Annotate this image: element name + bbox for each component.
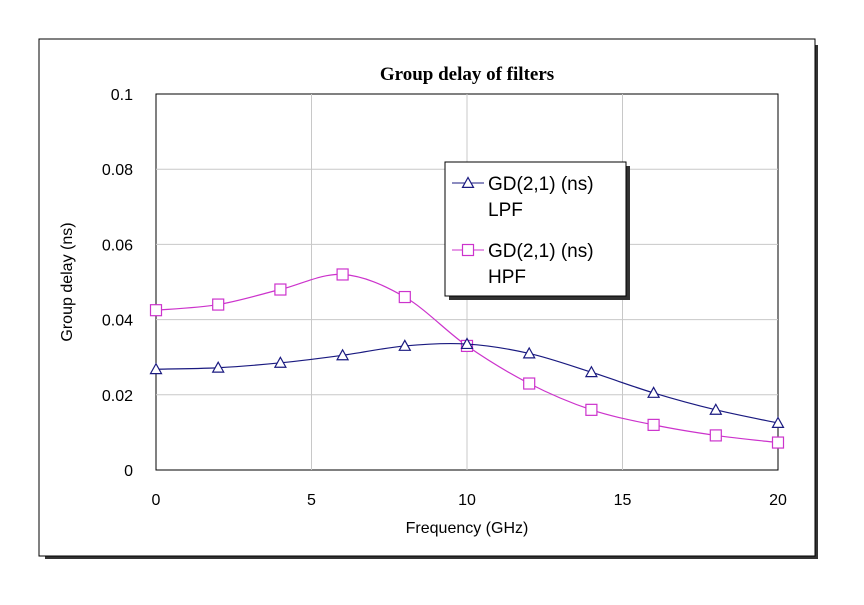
legend-hpf-marker [461,243,475,257]
y-axis-label: Group delay (ns) [59,222,76,341]
data-point [585,403,598,416]
chart-title: Group delay of filters [380,64,554,85]
legend-lpf-label-line2: LPF [488,200,523,221]
data-point [709,429,722,442]
legend-marker [461,176,475,188]
x-tick-label: 5 [307,492,316,509]
y-tick-label: 0.04 [102,313,133,330]
x-axis-label: Frequency (GHz) [406,520,529,537]
y-tick-label: 0 [124,463,133,480]
data-point [398,290,411,304]
data-point [523,377,536,390]
legend-lpf-label-line1: GD(2,1) (ns) [488,174,594,195]
data-point [460,337,474,350]
x-axis-ticks: 0 5 10 15 20 [152,492,787,509]
series-line [155,342,779,424]
data-point [584,365,598,378]
data-point [709,403,723,415]
legend-hpf-label-line2: HPF [488,267,526,288]
data-point [336,268,349,281]
data-point [149,304,163,317]
legend-box [444,161,627,297]
data-point [647,386,661,398]
legend: GD(2,1) (ns) LPF GD(2,1) (ns) HPF [444,161,630,300]
y-tick-label: 0.1 [111,87,133,104]
data-point [149,362,163,375]
series-layer [149,268,785,449]
data-point [274,283,287,296]
data-point [522,346,536,359]
x-tick-label: 15 [614,492,632,509]
legend-marker [461,243,475,257]
y-axis-ticks: 0 0.02 0.04 0.06 0.08 0.1 [102,87,133,480]
y-tick-label: 0.06 [102,237,133,254]
y-tick-label: 0.08 [102,162,133,179]
data-point [398,339,412,351]
data-point [336,348,350,361]
data-point [647,418,660,431]
x-tick-label: 20 [769,492,787,509]
x-tick-label: 10 [458,492,476,509]
x-tick-label: 0 [152,492,161,509]
legend-lpf-marker [461,176,475,188]
data-point [273,356,287,368]
data-point [211,360,225,373]
series-lpf [149,337,785,428]
data-point [212,298,225,311]
legend-hpf-label-line1: GD(2,1) (ns) [488,241,594,262]
data-point [771,416,785,428]
y-tick-label: 0.02 [102,388,133,405]
data-point [771,436,785,449]
